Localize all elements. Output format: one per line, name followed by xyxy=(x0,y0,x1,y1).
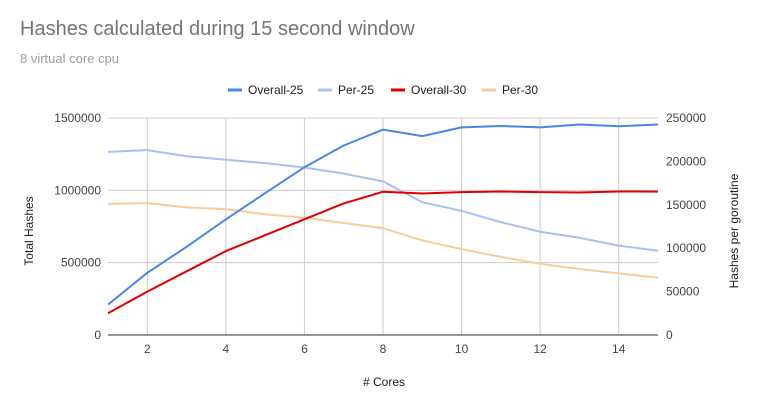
y-axis-label-left: Total Hashes xyxy=(22,196,36,265)
legend-label: Overall-25 xyxy=(248,83,304,97)
chart-title: Hashes calculated during 15 second windo… xyxy=(20,18,415,40)
series-line-per-25 xyxy=(107,149,659,252)
axes: 0 500000 1000000 1500000 0 50000 100000 150000 2… xyxy=(54,111,706,356)
y-tick-label-right: 250000 xyxy=(666,111,706,125)
series-group xyxy=(107,123,659,315)
x-axis-label: # Cores xyxy=(363,375,405,389)
y-tick-label-right: 100000 xyxy=(666,241,706,255)
y-tick-label-left: 0 xyxy=(94,328,101,342)
series-line-overall-25 xyxy=(107,123,659,306)
y-tick-label-right: 50000 xyxy=(666,285,700,299)
legend-label: Per-30 xyxy=(502,83,538,97)
y-axis-label-right: Hashes per goroutine xyxy=(727,173,741,288)
x-tick-label: 4 xyxy=(223,342,230,356)
x-tick-label: 6 xyxy=(301,342,308,356)
x-tick-label: 14 xyxy=(612,342,626,356)
x-tick-label: 8 xyxy=(380,342,387,356)
grid xyxy=(108,117,658,335)
legend: Overall-25 Per-25 Overall-30 Per-30 xyxy=(228,83,538,97)
y-tick-label-left: 1500000 xyxy=(54,111,101,125)
series-line-per-30 xyxy=(107,202,659,279)
y-tick-label-right: 200000 xyxy=(666,154,706,168)
y-tick-label-right: 150000 xyxy=(666,198,706,212)
y-tick-label-left: 500000 xyxy=(61,256,101,270)
x-tick-label: 2 xyxy=(144,342,151,356)
legend-label: Per-25 xyxy=(338,83,374,97)
series-line-overall-30 xyxy=(107,190,659,315)
chart-subtitle: 8 virtual core cpu xyxy=(20,51,119,66)
y-tick-label-right: 0 xyxy=(666,328,673,342)
x-tick-label: 12 xyxy=(533,342,547,356)
legend-label: Overall-30 xyxy=(411,83,467,97)
y-tick-label-left: 1000000 xyxy=(54,183,101,197)
x-tick-label: 10 xyxy=(455,342,469,356)
